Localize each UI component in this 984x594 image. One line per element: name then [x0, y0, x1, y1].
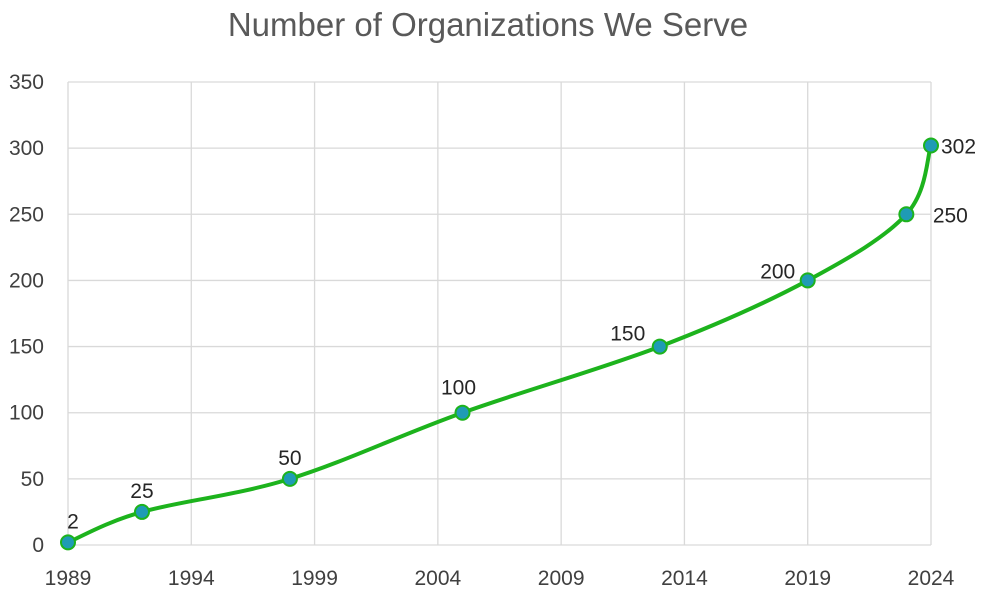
y-tick-label: 300 — [9, 137, 44, 160]
data-point — [923, 137, 939, 154]
y-tick-label: 250 — [9, 203, 44, 226]
x-tick-label: 2014 — [661, 567, 708, 590]
data-label: 150 — [610, 323, 645, 346]
y-tick-label: 100 — [9, 402, 44, 425]
x-tick-label: 2024 — [908, 567, 955, 590]
chart-title: Number of Organizations We Serve — [228, 6, 748, 43]
series — [66, 143, 933, 545]
x-axis-ticks: 1989 1994 1999 2004 2009 2014 2019 2024 — [45, 567, 955, 590]
data-point — [454, 404, 471, 421]
y-tick-label: 0 — [32, 534, 44, 557]
data-label: 50 — [278, 447, 301, 470]
data-label: 100 — [441, 377, 476, 400]
data-label: 250 — [933, 204, 968, 227]
data-point — [133, 503, 150, 520]
data-label: 2 — [67, 510, 79, 533]
data-label: 302 — [941, 135, 976, 158]
data-point — [898, 206, 915, 223]
grid — [67, 81, 932, 546]
y-tick-label: 200 — [9, 269, 44, 292]
x-tick-label: 2004 — [414, 567, 461, 590]
series-line — [66, 143, 933, 545]
data-point — [799, 272, 816, 289]
y-axis-ticks: 0 50 100 150 200 250 300 350 — [9, 71, 44, 557]
data-label: 200 — [760, 260, 795, 283]
data-labels: 2 25 50 100 150 200 250 302 — [67, 135, 976, 533]
x-tick-label: 2009 — [538, 567, 585, 590]
y-tick-label: 350 — [9, 71, 44, 94]
y-tick-label: 150 — [9, 336, 44, 359]
data-point — [60, 534, 76, 551]
data-point — [281, 470, 298, 487]
y-tick-label: 50 — [21, 468, 44, 491]
x-tick-label: 1994 — [168, 567, 215, 590]
data-point — [651, 338, 668, 355]
x-tick-label: 2019 — [784, 567, 831, 590]
data-label: 25 — [130, 480, 153, 503]
x-tick-label: 1989 — [45, 567, 92, 590]
data-points — [60, 137, 939, 551]
x-tick-label: 1999 — [291, 567, 338, 590]
